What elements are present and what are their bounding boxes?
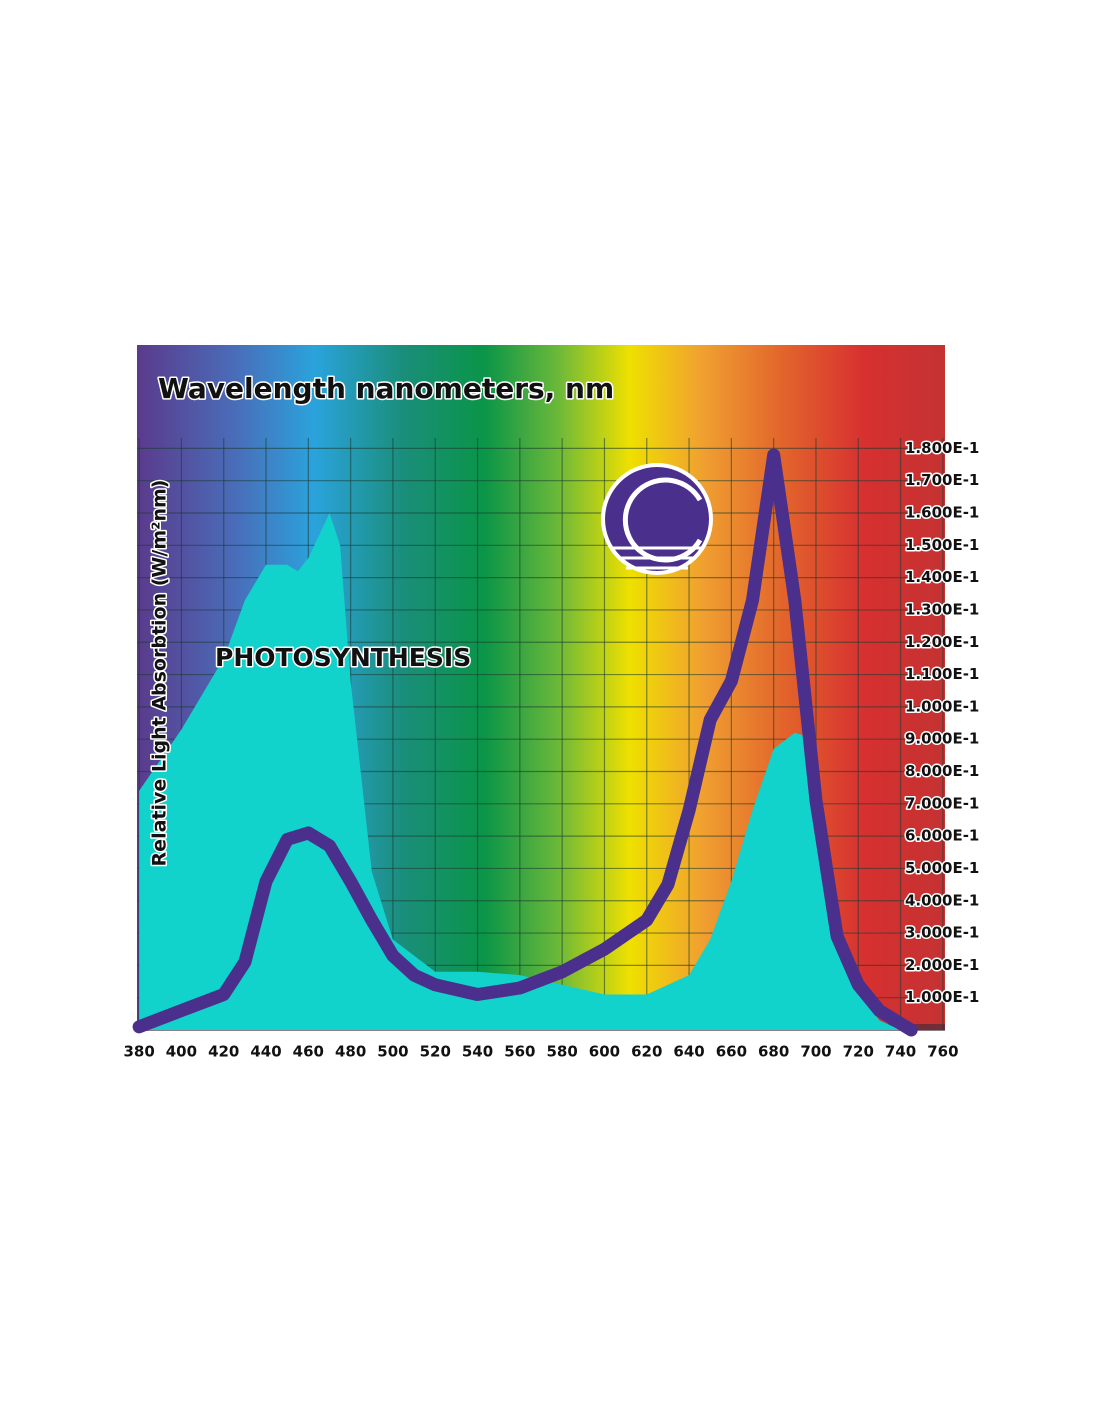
x-tick-label: 560 bbox=[504, 1043, 535, 1061]
x-tick-label: 620 bbox=[631, 1043, 662, 1061]
y-tick-label: 1.700E-1 bbox=[905, 471, 979, 489]
y-tick-label: 1.300E-1 bbox=[905, 600, 979, 618]
y-tick-label: 8.000E-1 bbox=[905, 762, 979, 780]
y-tick-label: 7.000E-1 bbox=[905, 794, 979, 812]
y-tick-label: 1.800E-1 bbox=[905, 439, 979, 457]
y-tick-label: 3.000E-1 bbox=[905, 924, 979, 942]
line bbox=[132, 448, 918, 1037]
y-tick-label: 1.600E-1 bbox=[905, 504, 979, 522]
y-tick-label: 5.000E-1 bbox=[905, 859, 979, 877]
y-tick-label: 1.200E-1 bbox=[905, 633, 979, 651]
y-tick-label: 1.500E-1 bbox=[905, 536, 979, 554]
x-tick-label: 500 bbox=[377, 1043, 408, 1061]
x-tick-label: 580 bbox=[546, 1043, 577, 1061]
area bbox=[139, 513, 901, 1030]
y-tick-label: 1.400E-1 bbox=[905, 568, 979, 586]
chart-title: Wavelength nanometers, nm bbox=[158, 372, 614, 405]
x-tick-label: 640 bbox=[673, 1043, 704, 1061]
x-tick-label: 740 bbox=[885, 1043, 916, 1061]
logo bbox=[601, 463, 713, 575]
y-axis-label: Relative Light Absorbtion (W/m²nm) bbox=[149, 480, 171, 867]
y-tick-label: 2.000E-1 bbox=[905, 956, 979, 974]
y-tick-label: 1.100E-1 bbox=[905, 665, 979, 683]
x-tick-label: 480 bbox=[335, 1043, 366, 1061]
x-tick-label: 420 bbox=[208, 1043, 239, 1061]
x-tick-label: 520 bbox=[420, 1043, 451, 1061]
x-tick-label: 680 bbox=[758, 1043, 789, 1061]
x-tick-label: 540 bbox=[462, 1043, 493, 1061]
x-tick-label: 460 bbox=[293, 1043, 324, 1061]
annotation: PHOTOSYNTHESIS bbox=[215, 643, 471, 672]
marks bbox=[132, 448, 918, 1037]
x-tick-label: 400 bbox=[166, 1043, 197, 1061]
x-tick-label: 380 bbox=[123, 1043, 154, 1061]
y-tick-label: 4.000E-1 bbox=[905, 891, 979, 909]
x-tick-label: 700 bbox=[800, 1043, 831, 1061]
logo-waves bbox=[612, 546, 702, 570]
x-tick-label: 760 bbox=[927, 1043, 958, 1061]
y-tick-label: 1.000E-1 bbox=[905, 697, 979, 715]
y-tick-label: 6.000E-1 bbox=[905, 827, 979, 845]
x-tick-label: 660 bbox=[716, 1043, 747, 1061]
x-tick-label: 720 bbox=[843, 1043, 874, 1061]
y-tick-label: 1.000E-1 bbox=[905, 988, 979, 1006]
x-tick-label: 440 bbox=[250, 1043, 281, 1061]
x-tick-label: 600 bbox=[589, 1043, 620, 1061]
y-tick-label: 9.000E-1 bbox=[905, 730, 979, 748]
